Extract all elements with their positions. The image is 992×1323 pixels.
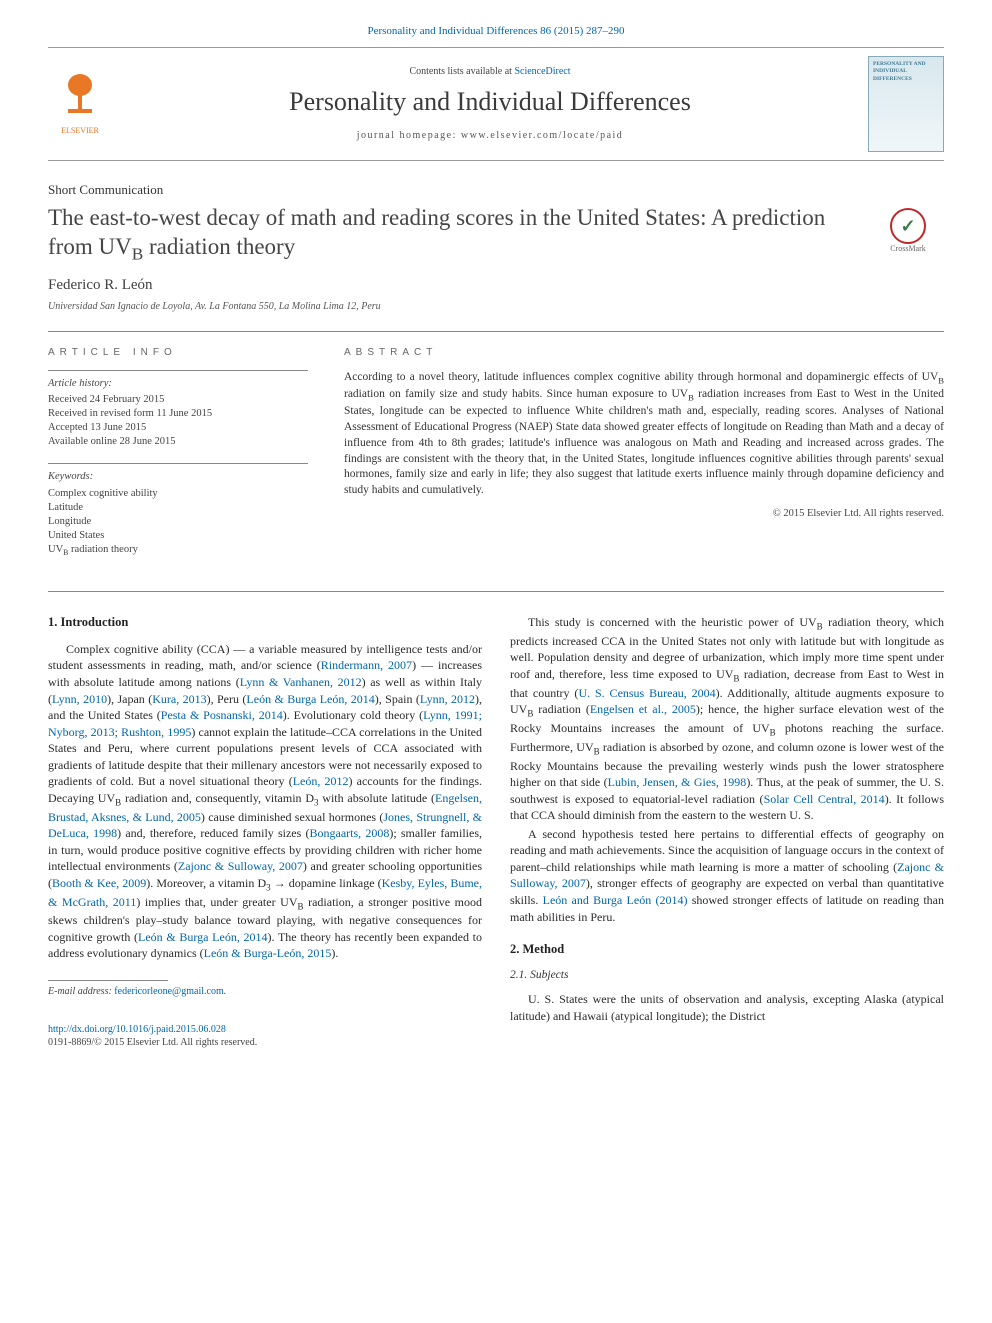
keywords-block: Keywords: Complex cognitive ability Lati… (48, 463, 308, 559)
article-history: Article history: Received 24 February 20… (48, 370, 308, 450)
citation-link[interactable]: Rindermann, 2007 (321, 658, 412, 672)
author-name: Federico R. León (48, 275, 944, 295)
publisher-logo-text: ELSEVIER (61, 126, 99, 137)
footnote-rule (48, 980, 168, 981)
section-1-head: 1. Introduction (48, 614, 482, 631)
article-title: The east-to-west decay of math and readi… (48, 204, 856, 265)
issn-copyright: 0191-8869/© 2015 Elsevier Ltd. All right… (48, 1037, 257, 1048)
keyword: UVB radiation theory (48, 543, 308, 559)
journal-citation: Personality and Individual Differences 8… (48, 24, 944, 39)
citation-link[interactable]: Lynn, 2012 (420, 692, 475, 706)
publisher-logo: ELSEVIER (48, 68, 112, 140)
doi-block: http://dx.doi.org/10.1016/j.paid.2015.06… (48, 1023, 482, 1050)
elsevier-tree-icon (58, 71, 102, 126)
citation-link[interactable]: Bongaarts, 2008 (309, 826, 389, 840)
doi-link[interactable]: http://dx.doi.org/10.1016/j.paid.2015.06… (48, 1024, 226, 1035)
keyword: United States (48, 529, 308, 543)
journal-citation-link[interactable]: Personality and Individual Differences 8… (367, 25, 624, 37)
body-paragraph: This study is concerned with the heurist… (510, 614, 944, 824)
citation-link[interactable]: Lynn & Vanhanen, 2012 (240, 675, 362, 689)
citation-link[interactable]: Engelsen et al., 2005 (590, 702, 696, 716)
citation-link[interactable]: U. S. Census Bureau, 2004 (578, 686, 715, 700)
body-paragraph: Complex cognitive ability (CCA) — a vari… (48, 641, 482, 962)
citation-link[interactable]: Kura, 2013 (152, 692, 206, 706)
citation-link[interactable]: Zajonc & Sulloway, 2007 (178, 859, 303, 873)
citation-link[interactable]: Solar Cell Central, 2014 (764, 792, 885, 806)
citation-link[interactable]: León, 2012 (293, 774, 349, 788)
history-accepted: Accepted 13 June 2015 (48, 421, 308, 435)
history-revised: Received in revised form 11 June 2015 (48, 407, 308, 421)
citation-link[interactable]: León and Burga León (2014) (543, 893, 688, 907)
citation-link[interactable]: Lubin, Jensen, & Gies, 1998 (608, 775, 747, 789)
article-type: Short Communication (48, 181, 944, 199)
masthead: ELSEVIER Contents lists available at Sci… (48, 47, 944, 161)
citation-link[interactable]: Booth & Kee, 2009 (52, 876, 146, 890)
keyword: Longitude (48, 515, 308, 529)
history-online: Available online 28 June 2015 (48, 435, 308, 449)
citation-link[interactable]: Lynn, 2010 (52, 692, 107, 706)
corresponding-email: E-mail address: federicorleone@gmail.com… (48, 985, 482, 999)
citation-link[interactable]: León & Burga-León, 2015 (204, 946, 332, 960)
journal-name: Personality and Individual Differences (124, 84, 856, 119)
copyright-line: © 2015 Elsevier Ltd. All rights reserved… (344, 507, 944, 521)
keyword: Complex cognitive ability (48, 487, 308, 501)
citation-link[interactable]: Pesta & Posnanski, 2014 (161, 708, 283, 722)
section-2-1-head: 2.1. Subjects (510, 968, 944, 984)
sciencedirect-link[interactable]: ScienceDirect (514, 66, 570, 77)
citation-link[interactable]: León & Burga León, 2014 (246, 692, 374, 706)
journal-homepage: journal homepage: www.elsevier.com/locat… (124, 129, 856, 143)
article-info-head: ARTICLE INFO (48, 346, 308, 360)
section-2-head: 2. Method (510, 941, 944, 958)
email-link[interactable]: federicorleone@gmail.com (114, 986, 223, 997)
citation-link[interactable]: León & Burga León, 2014 (138, 930, 268, 944)
homepage-url[interactable]: www.elsevier.com/locate/paid (461, 130, 623, 141)
abstract-head: ABSTRACT (344, 346, 944, 360)
journal-cover-thumb: PERSONALITY AND INDIVIDUAL DIFFERENCES (868, 56, 944, 152)
crossmark-icon: ✓ (890, 208, 926, 244)
article-body: 1. Introduction Complex cognitive abilit… (48, 614, 944, 1050)
contents-line: Contents lists available at ScienceDirec… (124, 65, 856, 79)
keyword: Latitude (48, 501, 308, 515)
crossmark-badge[interactable]: ✓ CrossMark (872, 208, 944, 255)
history-received: Received 24 February 2015 (48, 393, 308, 407)
body-paragraph: U. S. States were the units of observati… (510, 991, 944, 1024)
abstract-text: According to a novel theory, latitude in… (344, 370, 944, 500)
body-paragraph: A second hypothesis tested here pertains… (510, 826, 944, 925)
author-affiliation: Universidad San Ignacio de Loyola, Av. L… (48, 300, 944, 314)
